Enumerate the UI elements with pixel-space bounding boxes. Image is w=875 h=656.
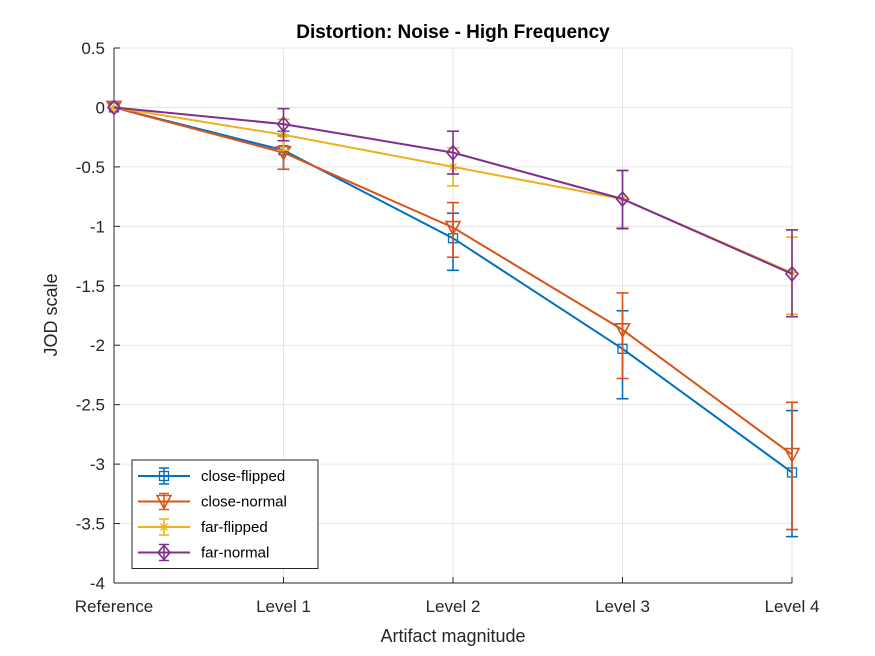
legend-marker — [159, 522, 169, 532]
legend-marker — [158, 470, 170, 482]
x-tick-label: Level 1 — [256, 597, 311, 616]
asterisk-stroke — [160, 523, 168, 531]
data-point — [276, 115, 291, 133]
x-tick-label: Level 3 — [595, 597, 650, 616]
data-point — [784, 265, 800, 283]
legend-marker — [155, 494, 173, 511]
legend-label: close-normal — [201, 494, 287, 511]
legend-label: far-normal — [201, 545, 269, 562]
x-tick-label: Level 4 — [765, 597, 820, 616]
legend-item: close-flipped — [138, 467, 285, 485]
data-point — [783, 447, 801, 464]
data-point — [445, 144, 461, 161]
y-tick-label: -1 — [90, 217, 105, 236]
data-point — [106, 99, 122, 116]
x-axis-label: Artifact magnitude — [380, 626, 525, 646]
legend-box — [131, 459, 319, 569]
y-axis-label: JOD scale — [41, 273, 61, 356]
legend-label: far-flipped — [201, 519, 268, 536]
data-point — [615, 190, 630, 208]
legend-item: far-normal — [138, 543, 269, 562]
y-tick-label: -4 — [90, 574, 105, 593]
y-tick-label: -3 — [90, 455, 105, 474]
legend-label: close-flipped — [201, 468, 285, 485]
legend: close-flipped close-normal far-flipped far-… — [131, 459, 319, 569]
chart-title: Distortion: Noise - High Frequency — [296, 22, 610, 43]
y-tick-label: -1.5 — [76, 277, 105, 296]
y-tick-label: -2 — [90, 336, 105, 355]
legend-item: close-normal — [138, 492, 287, 511]
x-tick-label: Level 2 — [426, 597, 481, 616]
x-tick-label: Reference — [75, 597, 153, 616]
axes — [113, 47, 793, 584]
data-point — [444, 220, 462, 237]
y-tick-label: -3.5 — [76, 515, 105, 534]
legend-item: far-flipped — [138, 518, 268, 536]
y-tick-label: 0.5 — [81, 39, 105, 58]
y-tick-label: -0.5 — [76, 158, 105, 177]
series-close-normal — [105, 100, 801, 531]
y-tick-label: 0 — [96, 98, 105, 117]
y-tick-label: -2.5 — [76, 396, 105, 415]
data-point — [614, 322, 631, 339]
tick-labels: Reference Level 1 Level 2 Level 3 Level 4 0.5… — [75, 39, 820, 616]
series-layer — [105, 99, 801, 538]
series-far-normal — [106, 99, 800, 318]
legend-marker — [156, 544, 172, 561]
